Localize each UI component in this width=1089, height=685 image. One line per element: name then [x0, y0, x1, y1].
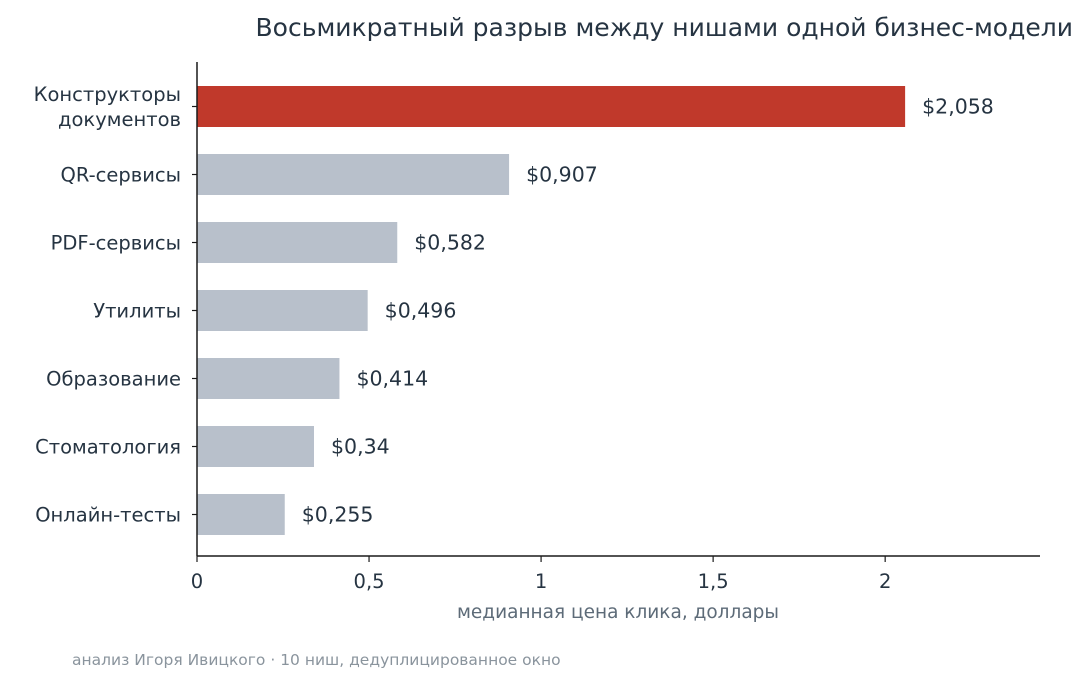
- bar-2: [197, 222, 398, 263]
- x-tick-label-0: 0: [191, 570, 203, 593]
- x-tick-label-2: 1: [535, 570, 547, 593]
- x-tick-label-3: 1,5: [698, 570, 729, 593]
- axes-layer: 0 0,5 1 1,5 2: [191, 62, 1040, 593]
- bar-5: [197, 426, 314, 467]
- bar-4: [197, 358, 340, 399]
- value-label-1: $0,907: [526, 163, 598, 187]
- value-label-2: $0,582: [414, 231, 486, 255]
- bar-1: [197, 154, 510, 195]
- footnote: анализ Игоря Ивицкого · 10 ниш, дедуплиц…: [72, 651, 561, 669]
- bars-layer: [197, 86, 906, 535]
- category-labels-layer: Конструкторы документов QR-сервисы PDF-серв…: [34, 83, 181, 527]
- value-label-4: $0,414: [356, 367, 428, 391]
- bar-0: [197, 86, 906, 127]
- value-label-6: $0,255: [302, 503, 374, 527]
- category-label-0: Конструкторы документов: [34, 83, 181, 131]
- x-tick-label-4: 2: [879, 570, 891, 593]
- value-labels-layer: $2,058 $0,907 $0,582 $0,496 $0,414 $0,34 $0,25…: [302, 95, 994, 527]
- category-label-1: QR-сервисы: [60, 164, 181, 187]
- value-label-0: $2,058: [922, 95, 994, 119]
- category-label-6: Онлайн-тесты: [35, 504, 181, 527]
- bar-3: [197, 290, 368, 331]
- x-tick-label-1: 0,5: [354, 570, 385, 593]
- x-axis-label: медианная цена клика, доллары: [457, 602, 779, 623]
- chart-title: Восьмикратный разрыв между нишами одной …: [256, 13, 1073, 42]
- category-label-5: Стоматология: [35, 436, 181, 459]
- category-label-2: PDF-сервисы: [51, 232, 181, 255]
- value-label-5: $0,34: [331, 435, 390, 459]
- category-label-4: Образование: [46, 368, 181, 391]
- value-label-3: $0,496: [385, 299, 457, 323]
- category-label-3: Утилиты: [93, 300, 181, 323]
- bar-6: [197, 494, 285, 535]
